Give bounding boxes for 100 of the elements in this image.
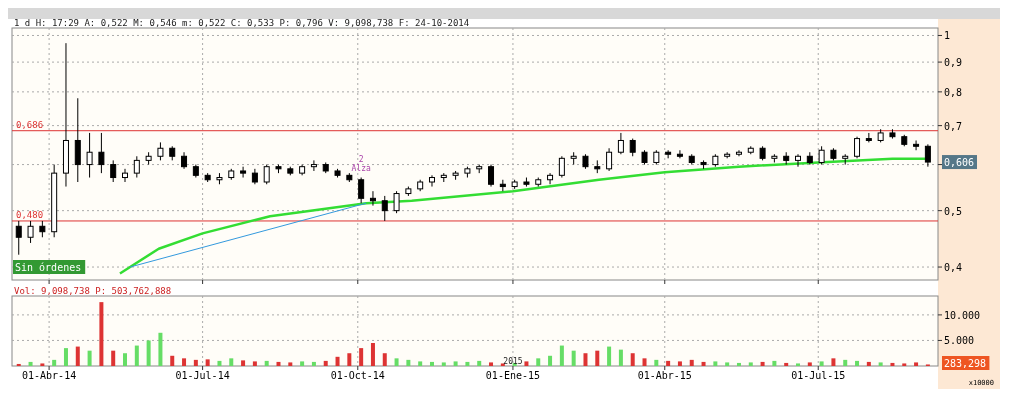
bar <box>241 360 246 366</box>
bar <box>429 361 434 366</box>
candlestick <box>735 149 742 157</box>
annotation: 2 <box>358 155 364 164</box>
bar <box>441 362 446 366</box>
bar <box>205 359 210 366</box>
ref-line-label: 0,480 <box>16 209 44 220</box>
x-tick-label: 01-Ene-15 <box>485 370 541 381</box>
candlestick <box>263 164 270 185</box>
bar <box>87 350 92 366</box>
bar <box>725 362 730 366</box>
bar <box>736 362 741 366</box>
candlestick <box>98 132 105 174</box>
candlestick <box>665 149 672 159</box>
bar <box>40 363 45 366</box>
candlestick <box>369 190 376 207</box>
candlestick <box>818 145 825 166</box>
bar <box>618 349 623 366</box>
annotation: Sin órdenes <box>15 262 82 273</box>
bar <box>784 362 789 366</box>
bar <box>748 362 753 366</box>
bar <box>689 359 694 366</box>
y-tick-label: 10.000 <box>944 309 981 321</box>
candlestick <box>558 155 565 179</box>
bar <box>252 361 257 366</box>
bar <box>418 361 423 366</box>
bar <box>607 346 612 366</box>
candlestick <box>381 195 388 222</box>
bar <box>99 302 104 366</box>
bar <box>134 345 139 366</box>
bar <box>536 358 541 366</box>
bar <box>902 363 907 366</box>
bar <box>16 363 21 366</box>
bar <box>642 358 647 366</box>
bar <box>571 350 576 366</box>
bar <box>323 360 328 366</box>
bar <box>28 361 33 366</box>
bar <box>489 362 494 366</box>
bar <box>819 361 824 366</box>
ref-line-label: 0,686 <box>16 119 44 130</box>
bar <box>370 343 375 366</box>
x-tick-label: 01-Jul-15 <box>791 370 846 381</box>
candlestick <box>27 220 34 244</box>
bar <box>583 353 588 366</box>
bar <box>158 332 163 366</box>
bar <box>807 362 812 366</box>
y-tick-label: 5.000 <box>944 335 975 347</box>
candlestick <box>240 166 247 179</box>
candlestick <box>617 132 624 155</box>
bar <box>288 362 293 366</box>
y-tick-label: 0,4 <box>944 262 963 274</box>
y-tick-label: 0,7 <box>944 120 963 132</box>
bar <box>855 360 860 366</box>
candlestick <box>913 139 920 151</box>
bar <box>477 360 482 366</box>
bar <box>335 356 340 366</box>
bar <box>453 361 458 366</box>
annotation: 0,606 <box>944 157 975 169</box>
chart-title: 1 d H: 17:29 A: 0,522 M: 0,546 m: 0,522 C: 0,533 P: 0,796 V: 9,098,738 F: 24-10-2014 <box>14 18 470 28</box>
candlestick <box>358 177 365 204</box>
y-tick-label: 0,8 <box>944 86 963 98</box>
x-tick-label: 01-Abr-14 <box>22 370 77 381</box>
y-tick-label: 0,9 <box>944 57 963 69</box>
bar <box>75 346 80 366</box>
text: 283,298 <box>944 358 987 369</box>
bar <box>595 350 600 366</box>
bar <box>146 340 151 366</box>
bar <box>394 358 399 366</box>
annotation: 2015 <box>503 357 523 366</box>
bar <box>677 361 682 366</box>
bar <box>760 361 765 366</box>
candlestick <box>133 155 140 179</box>
bar <box>406 359 411 366</box>
candlestick <box>393 190 400 214</box>
candlestick <box>15 220 22 256</box>
candlestick <box>795 153 801 168</box>
bar <box>866 361 871 366</box>
candlestick <box>606 147 613 172</box>
candlestick <box>488 164 495 188</box>
bar <box>359 348 364 366</box>
candlestick <box>924 143 931 168</box>
candlestick <box>86 132 93 179</box>
annotation: Alza <box>351 164 371 173</box>
candlestick <box>122 168 129 183</box>
bar <box>170 355 175 366</box>
candlestick <box>547 172 554 185</box>
candlestick <box>110 159 117 183</box>
candlestick <box>854 136 861 159</box>
bar <box>654 359 659 366</box>
y-tick-label: 0,5 <box>944 205 963 217</box>
bar <box>843 359 848 366</box>
candlestick <box>428 174 435 188</box>
bar <box>382 353 387 366</box>
bar <box>772 360 777 366</box>
bar <box>878 362 883 366</box>
bar <box>276 361 281 366</box>
x-tick-label: 01-Oct-14 <box>330 370 385 381</box>
bar <box>193 359 198 366</box>
y-tick-label: 1 <box>944 30 951 42</box>
bar <box>666 360 671 366</box>
